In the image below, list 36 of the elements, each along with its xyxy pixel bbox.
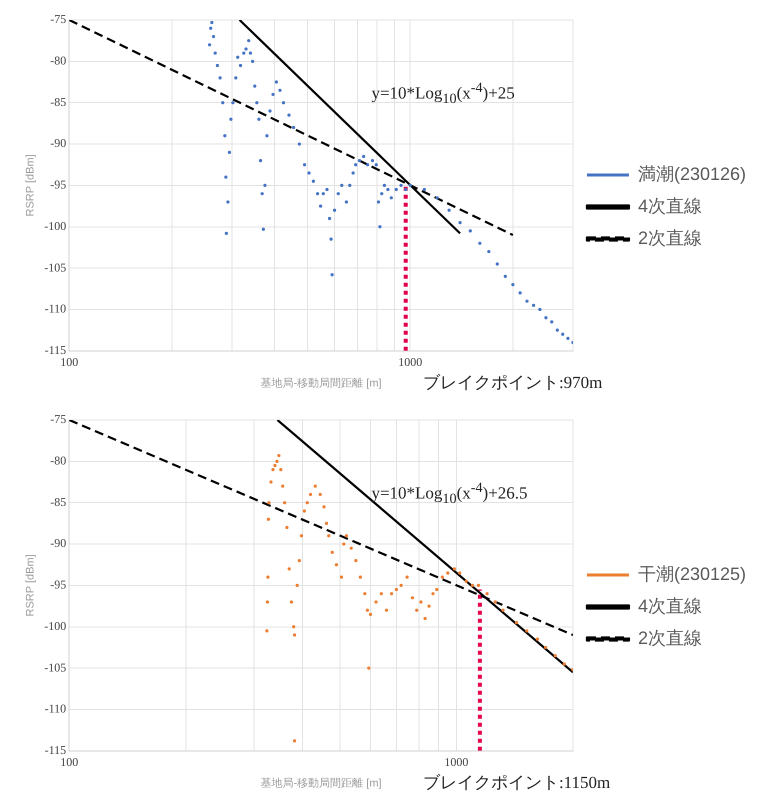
- text: ブレイクポイント:1150m: [422, 772, 610, 794]
- y-tick-label: -100: [44, 218, 66, 233]
- x-tick-label: 1000: [398, 354, 422, 369]
- y-tick-label: -115: [44, 742, 66, 757]
- annotation: y=10*Log$_{10}$(x$^{-4}$)+26.5: [371, 480, 528, 508]
- y-tick-label: -85: [50, 94, 66, 109]
- x-tick-label: 100: [60, 754, 78, 769]
- y-tick-label: -110: [44, 302, 66, 316]
- y-tick-label: -105: [44, 260, 66, 274]
- legend-label: 満潮(230126): [638, 164, 746, 184]
- x-axis-title: 基地局-移動局間距離 [m]: [260, 376, 382, 390]
- legend-label: 2次直線: [638, 228, 702, 248]
- x-axis-title: 基地局-移動局間距離 [m]: [260, 776, 382, 790]
- legend-label: 干潮(230125): [638, 564, 746, 584]
- y-tick-label: -110: [44, 702, 66, 716]
- y-axis-title: RSRP [dBm]: [24, 154, 37, 216]
- legend-label: 2次直線: [638, 628, 702, 648]
- text: ブレイクポイント:970m: [422, 372, 602, 394]
- y-tick-label: -75: [50, 412, 66, 426]
- y-tick-label: -95: [50, 178, 66, 192]
- legend-label: 4次直線: [638, 596, 702, 616]
- x-tick-label: 100: [60, 354, 78, 369]
- y-tick-label: -80: [50, 454, 66, 468]
- y-tick-label: -90: [50, 536, 66, 550]
- x-tick-label: 1000: [444, 754, 468, 769]
- legend-label: 4次直線: [638, 196, 702, 216]
- y-tick-label: -115: [44, 342, 66, 357]
- y-axis-title: RSRP [dBm]: [24, 554, 37, 616]
- y-tick-label: -105: [44, 660, 66, 674]
- y-tick-label: -100: [44, 618, 66, 633]
- y-tick-label: -85: [50, 494, 66, 509]
- y-tick-label: -95: [50, 578, 66, 592]
- annotation: y=10*Log$_{10}$(x$^{-4}$)+25: [371, 80, 515, 108]
- y-tick-label: -90: [50, 136, 66, 150]
- y-tick-label: -75: [50, 12, 66, 26]
- y-tick-label: -80: [50, 54, 66, 68]
